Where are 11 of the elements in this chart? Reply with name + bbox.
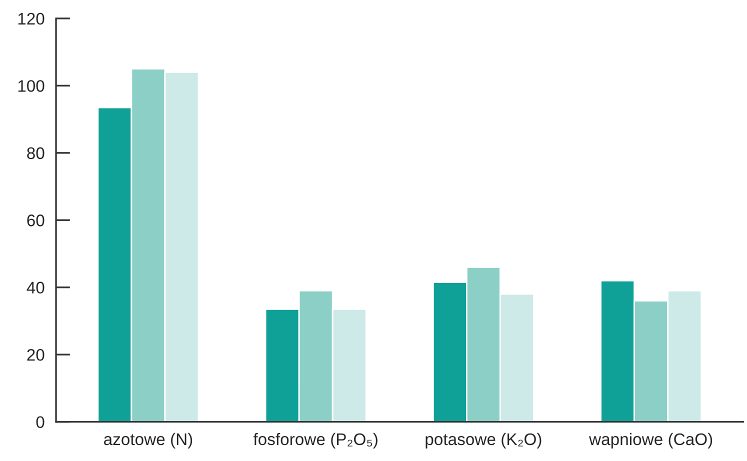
y-tick-label: 80 <box>27 147 44 160</box>
x-tick-label: wapniowe (CaO) <box>588 432 712 448</box>
y-tick-label: 20 <box>27 348 44 361</box>
y-tick-label: 40 <box>26 282 44 294</box>
x-tick-label: fosforowe (P₂O₅) <box>253 432 378 448</box>
y-tick-label: 0 <box>36 416 44 428</box>
x-tick-label: azotowe (N) <box>104 432 192 448</box>
x-tick-label: potasowe (K₂O) <box>426 432 542 448</box>
y-tick-label: 100 <box>18 80 44 92</box>
y-tick-label: 120 <box>18 12 44 25</box>
y-tick-label: 60 <box>27 214 44 226</box>
